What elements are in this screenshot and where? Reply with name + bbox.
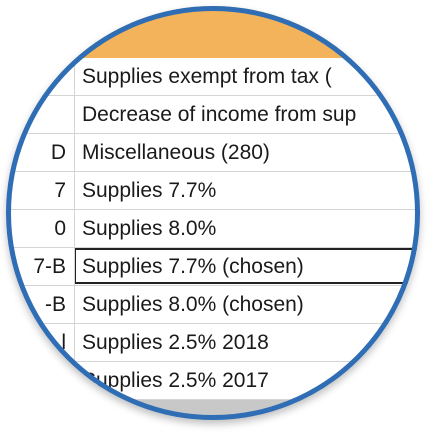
tax-code-cell[interactable]: l bbox=[6, 324, 66, 361]
table-row[interactable]: D Miscellaneous (280) bbox=[6, 134, 420, 172]
tax-code-cell[interactable]: 7 bbox=[6, 172, 66, 209]
tax-code-cell[interactable]: 7-B bbox=[6, 248, 66, 285]
description-cell[interactable]: Supplies exempt from tax ( bbox=[82, 58, 332, 95]
tax-code-cell[interactable]: 0 bbox=[6, 210, 66, 247]
table-row[interactable]: 0 Supplies 8.0% bbox=[6, 210, 420, 248]
description-cell[interactable]: Supplies 2.5% 2017 bbox=[82, 362, 269, 399]
table-row[interactable]: l Supplies 2.5% 2018 bbox=[6, 324, 420, 362]
column-separator bbox=[74, 58, 75, 420]
description-cell[interactable]: Decrease of income from sup bbox=[82, 96, 356, 133]
table-row[interactable]: Decrease of income from sup bbox=[6, 96, 420, 134]
table-row[interactable]: 7 Supplies 7.7% bbox=[6, 172, 420, 210]
description-cell[interactable]: Supplies 8.0% bbox=[82, 210, 216, 247]
table-row[interactable]: -B Supplies 8.0% (chosen) bbox=[6, 286, 420, 324]
tax-code-cell[interactable]: -B bbox=[6, 286, 66, 323]
column-header bbox=[6, 6, 420, 58]
description-cell[interactable]: Supplies 2.5% 2018 bbox=[82, 324, 269, 361]
selected-cell-outline bbox=[74, 248, 420, 284]
description-cell[interactable]: Supplies 7.7% bbox=[82, 172, 216, 209]
horizontal-scrollbar[interactable] bbox=[86, 400, 386, 420]
description-cell[interactable]: Miscellaneous (280) bbox=[82, 134, 270, 171]
magnified-spreadsheet-view: Supplies exempt from tax (Decrease of in… bbox=[6, 6, 420, 420]
tax-code-cell[interactable]: D bbox=[6, 134, 66, 171]
table-row[interactable]: Supplies exempt from tax ( bbox=[6, 58, 420, 96]
description-cell[interactable]: Supplies 8.0% (chosen) bbox=[82, 286, 304, 323]
table-row[interactable]: Supplies 2.5% 2017 bbox=[6, 362, 420, 400]
table-row[interactable]: 7-B Supplies 7.7% (chosen) bbox=[6, 248, 420, 286]
